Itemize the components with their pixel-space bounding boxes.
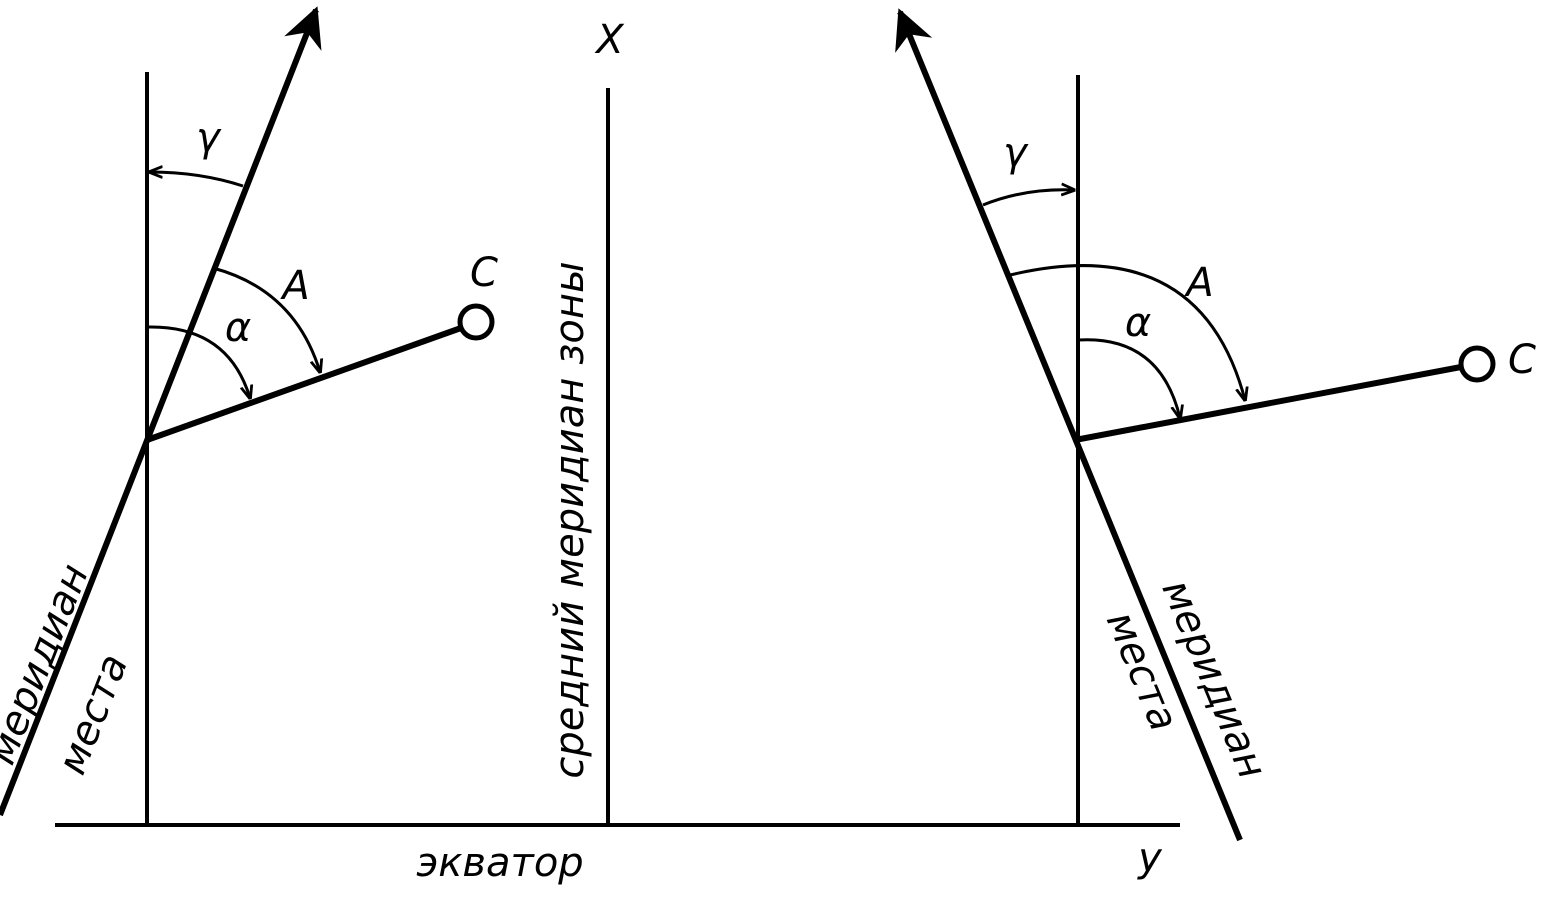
- gamma-arc: [982, 190, 1074, 207]
- x-axis-label: X: [594, 17, 625, 63]
- direction-line: [145, 325, 463, 443]
- azimuth-arc: [1009, 264, 1245, 400]
- point-c: [1458, 345, 1496, 383]
- y-axis-label: у: [1137, 835, 1163, 881]
- local-meridian: [0, 6, 322, 817]
- gamma-arc: [150, 172, 244, 188]
- equator-label: экватор: [416, 840, 583, 886]
- gamma-label: γ: [196, 115, 222, 161]
- alpha-label: α: [1125, 300, 1151, 346]
- right-figure: C γ A α меридиан места: [895, 8, 1536, 842]
- point-label: C: [470, 250, 498, 296]
- left-figure: C γ A α меридиан места: [0, 6, 498, 825]
- azimuth-label: A: [279, 263, 309, 309]
- alpha-arc: [146, 325, 250, 398]
- local-meridian: [895, 8, 1243, 842]
- alpha-label: α: [225, 305, 251, 351]
- central-meridian-label: средний меридиан зоны: [547, 261, 593, 778]
- gamma-label: γ: [1003, 130, 1029, 176]
- point-label: C: [1508, 337, 1536, 383]
- azimuth-arc: [212, 266, 320, 372]
- azimuth-label: A: [1183, 260, 1213, 306]
- point-c: [457, 303, 495, 341]
- alpha-arc: [1077, 338, 1180, 418]
- meridian-label: места: [49, 648, 137, 781]
- direction-line: [1074, 364, 1462, 443]
